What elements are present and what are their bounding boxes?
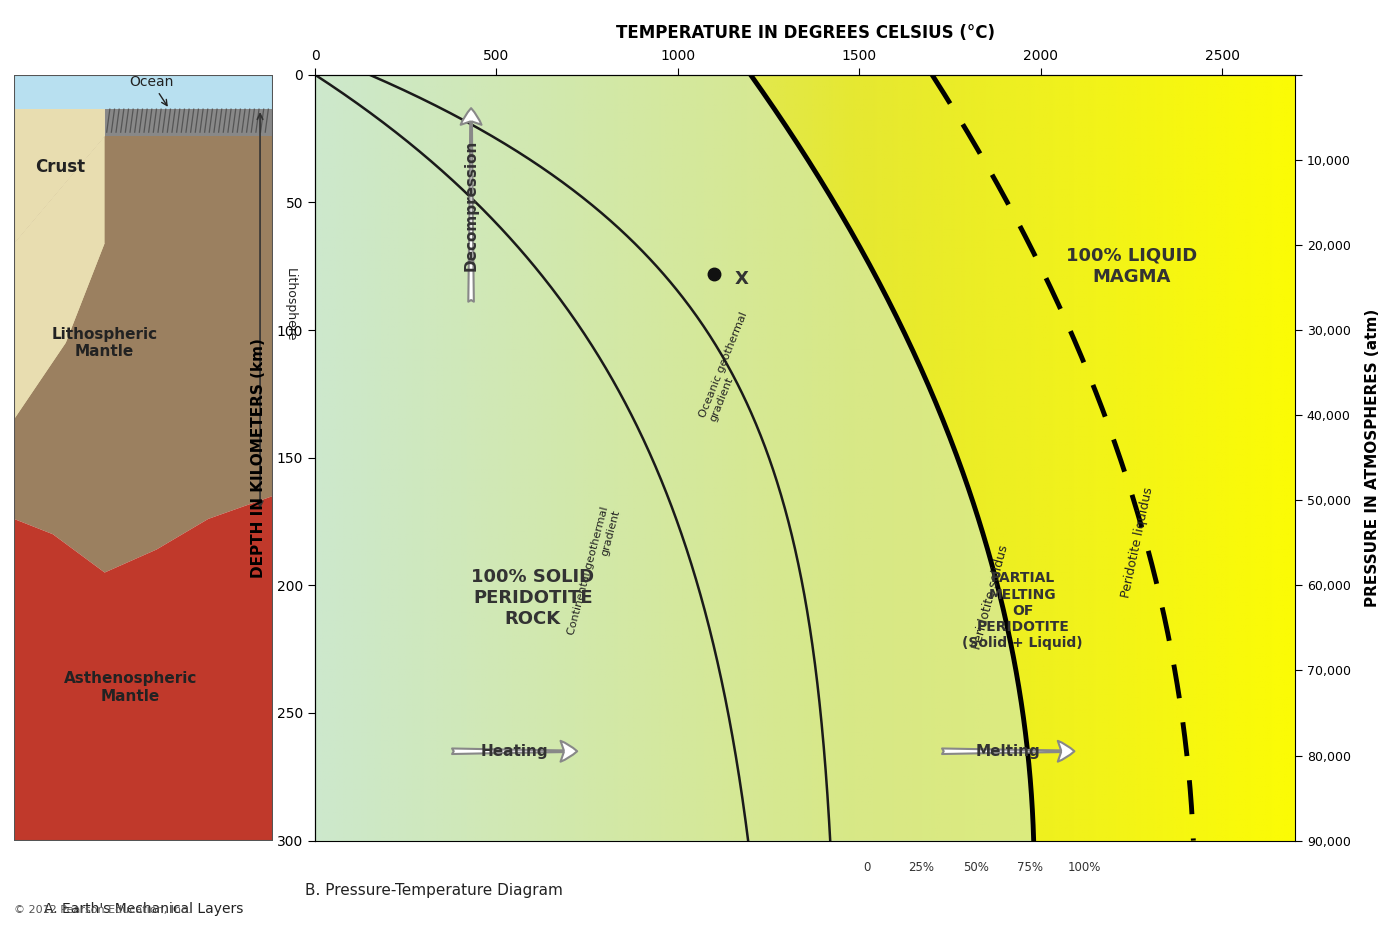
Text: B. Pressure-Temperature Diagram: B. Pressure-Temperature Diagram: [305, 883, 563, 898]
Polygon shape: [14, 109, 105, 243]
Polygon shape: [105, 109, 273, 136]
Text: Continental geothermal
gradient: Continental geothermal gradient: [567, 506, 622, 640]
Text: Heating: Heating: [480, 743, 549, 758]
Polygon shape: [14, 136, 105, 419]
Text: A. Earth's Mechanical Layers: A. Earth's Mechanical Layers: [43, 902, 244, 916]
Text: Peridotite solidus: Peridotite solidus: [970, 544, 1011, 651]
Text: 100% LIQUID
MAGMA: 100% LIQUID MAGMA: [1065, 247, 1197, 286]
Text: 100% SOLID
PERIDOTITE
ROCK: 100% SOLID PERIDOTITE ROCK: [472, 568, 595, 628]
Text: 25%: 25%: [909, 861, 934, 874]
Polygon shape: [14, 243, 105, 419]
Text: Lithospheric
Mantle: Lithospheric Mantle: [52, 327, 158, 359]
Text: © 2012 Pearson Education, Inc.: © 2012 Pearson Education, Inc.: [14, 905, 190, 915]
Text: Ocean: Ocean: [129, 75, 174, 106]
Polygon shape: [14, 496, 273, 841]
Text: 50%: 50%: [963, 861, 988, 874]
Y-axis label: DEPTH IN KILOMETERS (km): DEPTH IN KILOMETERS (km): [251, 338, 266, 577]
Text: 75%: 75%: [1016, 861, 1043, 874]
Polygon shape: [14, 75, 273, 109]
Text: Oceanic geothermal
gradient: Oceanic geothermal gradient: [697, 311, 760, 423]
Text: Lithosphere: Lithosphere: [283, 268, 297, 341]
Text: X: X: [735, 270, 749, 288]
Polygon shape: [14, 109, 273, 573]
Text: Asthenospheric
Mantle: Asthenospheric Mantle: [64, 672, 197, 703]
Text: Crust: Crust: [35, 158, 85, 176]
Polygon shape: [14, 109, 105, 243]
Text: Decompression: Decompression: [463, 139, 479, 271]
Y-axis label: PRESSURE IN ATMOSPHERES (atm): PRESSURE IN ATMOSPHERES (atm): [1365, 308, 1379, 607]
Text: 0: 0: [862, 861, 871, 874]
Text: PARTIAL
MELTING
OF
PERIDOTITE
(Solid + Liquid): PARTIAL MELTING OF PERIDOTITE (Solid + L…: [962, 572, 1084, 650]
Text: 100%: 100%: [1068, 861, 1102, 874]
Text: Peridotite liquidus: Peridotite liquidus: [1119, 487, 1155, 600]
Text: Melting: Melting: [976, 743, 1040, 758]
X-axis label: TEMPERATURE IN DEGREES CELSIUS (°C): TEMPERATURE IN DEGREES CELSIUS (°C): [616, 23, 994, 42]
